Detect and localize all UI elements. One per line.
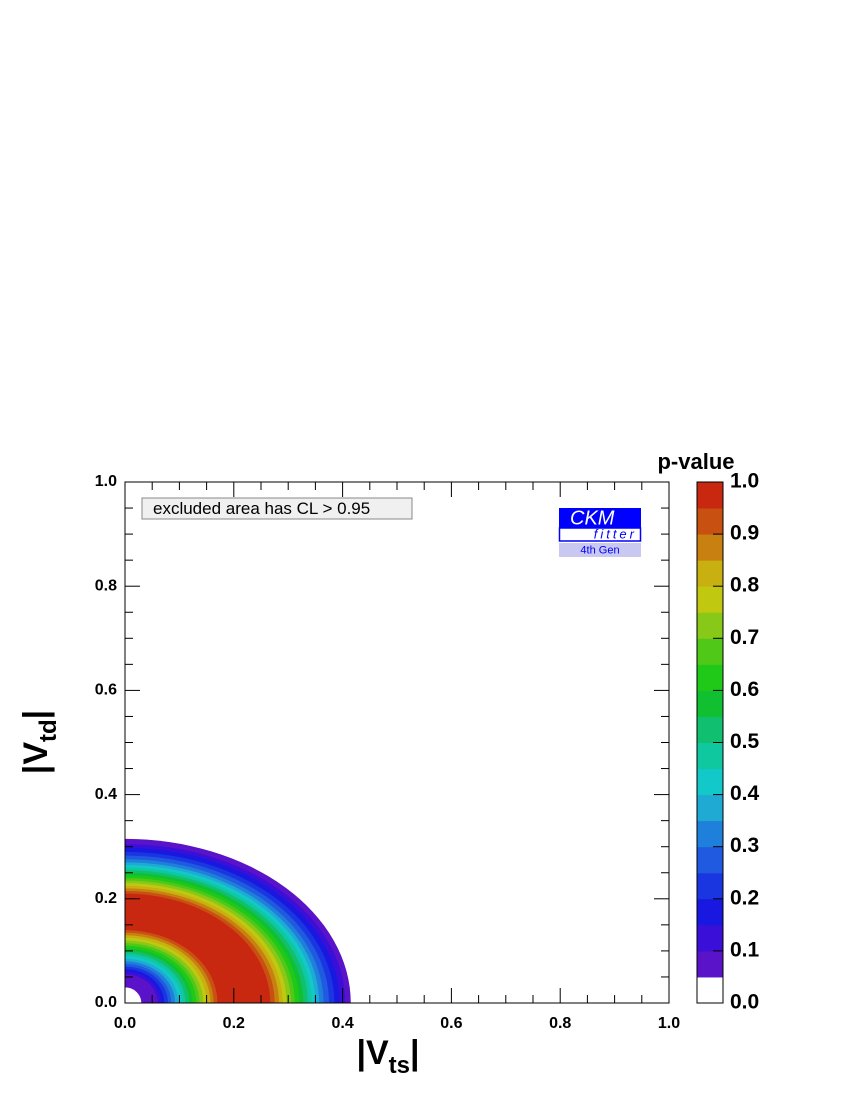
x-tick-label: 0.2 [223,1015,245,1032]
z-tick-label: 0.2 [730,886,759,909]
z-tick-label: 0.6 [730,678,759,701]
colorbar-segment [697,924,723,952]
z-tick-label: 0.0 [730,991,759,1014]
y-axis-label: |Vtd| [17,710,62,774]
x-tick-label: 0.6 [440,1015,462,1032]
colorbar-segment [697,586,723,613]
z-tick-label: 0.8 [730,574,760,597]
y-tick-label: 0.2 [95,890,117,907]
y-tick-label: 0.8 [95,577,117,594]
colorbar-segment [697,898,723,926]
colorbar-segment [697,716,723,743]
logo-top-box [559,508,641,528]
z-tick-label: 1.0 [730,470,759,493]
y-label-main: |V [17,742,55,775]
y-tick-label: 0.4 [95,786,117,803]
z-tick-label: 0.4 [730,782,760,805]
z-tick-label: 0.9 [730,522,759,545]
colorbar-segment [697,664,723,691]
annotation-box [141,497,413,520]
colorbar-title: p-value [657,449,734,474]
colorbar-segment [697,976,723,1004]
y-tick-label: 0.0 [95,994,117,1011]
z-tick-label: 0.1 [730,938,760,961]
x-tick-label: 0.8 [549,1015,571,1032]
colorbar-segment [697,508,723,535]
contour-band [125,987,142,1003]
x-axis-label: |Vts| [356,1034,419,1079]
colorbar-segment [697,690,723,717]
z-tick-label: 0.5 [730,730,760,753]
colorbar-segment [697,820,723,848]
logo-middle: fitter [594,526,637,541]
logo-bottom-box [559,543,641,557]
colorbar-segment [697,482,723,509]
x-tick-label: 1.0 [658,1015,680,1032]
logo-middle-box [558,527,642,542]
z-tick-label: 0.7 [730,626,759,649]
x-label-suffix: | [410,1034,420,1072]
logo-top: CKM [570,507,615,529]
y-tick-label: 1.0 [95,473,117,490]
colorbar-segment [697,794,723,822]
colorbar-segment [697,560,723,587]
x-label-sub: ts [389,1052,410,1079]
logo: CKM fitter 4th Gen [558,507,642,557]
colorbar: 0.0 0.1 0.2 0.3 0.4 0.5 0.6 0.7 0.8 0.9 1.0 [696,470,760,1014]
y-tick-label: 0.6 [95,682,117,699]
annotation: excluded area has CL > 0.95 [153,499,370,518]
y-label-suffix: | [17,710,55,720]
colorbar-segment [697,612,723,639]
z-tick-label: 0.3 [730,834,759,857]
logo-bottom: 4th Gen [580,544,619,556]
colorbar-segment [697,846,723,874]
x-tick-label: 0.4 [331,1015,353,1032]
colorbar-segment [697,768,723,796]
x-tick-label: 0.0 [114,1015,136,1032]
colorbar-segment [697,742,723,770]
axes: 0.0 0.2 0.4 0.6 0.8 1.0 0.0 0.2 0.4 0.6 0.8 1.0 [95,473,680,1032]
colorbar-segment [697,950,723,978]
x-label-main: |V [356,1034,389,1072]
colorbar-segment [697,872,723,900]
plot-area [125,838,351,1003]
colorbar-segment [697,534,723,561]
y-label-sub: td [35,719,62,742]
colorbar-segment [697,638,723,665]
